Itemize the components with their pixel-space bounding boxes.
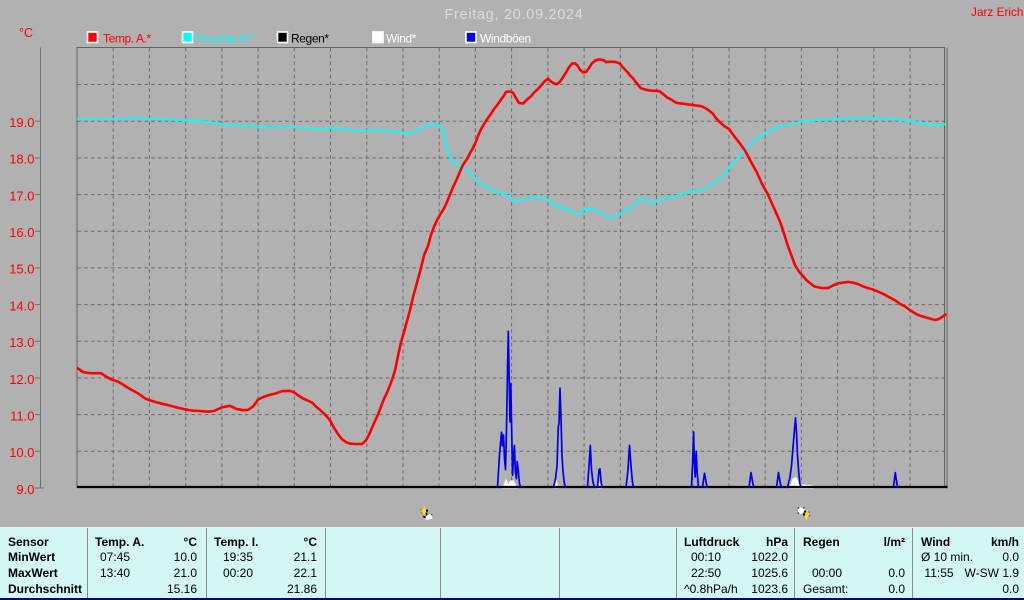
svg-text:°C: °C bbox=[19, 26, 33, 40]
svg-text:Temp. A.*: Temp. A.* bbox=[103, 32, 151, 46]
svg-text:18.0: 18.0 bbox=[9, 152, 34, 167]
svg-text:10.0: 10.0 bbox=[9, 445, 34, 460]
svg-text:9.0: 9.0 bbox=[16, 482, 34, 497]
svg-text:Wind*: Wind* bbox=[386, 32, 417, 46]
svg-text:16.0: 16.0 bbox=[9, 225, 34, 240]
svg-text:13.0: 13.0 bbox=[9, 335, 34, 350]
svg-text:12.0: 12.0 bbox=[9, 372, 34, 387]
svg-text:Feuchte A.*: Feuchte A.* bbox=[196, 32, 254, 46]
svg-text:17.0: 17.0 bbox=[9, 188, 34, 203]
svg-text:19.0: 19.0 bbox=[9, 115, 34, 130]
svg-text:15.0: 15.0 bbox=[9, 262, 34, 277]
svg-text:Windböen: Windböen bbox=[480, 32, 531, 46]
svg-text:11.0: 11.0 bbox=[10, 408, 34, 423]
svg-text:14.0: 14.0 bbox=[9, 298, 34, 313]
svg-text:Regen*: Regen* bbox=[291, 32, 329, 46]
svg-text:Freitag, 20.09.2024: Freitag, 20.09.2024 bbox=[444, 7, 583, 23]
svg-text:Jarz Erich: Jarz Erich bbox=[971, 5, 1023, 19]
